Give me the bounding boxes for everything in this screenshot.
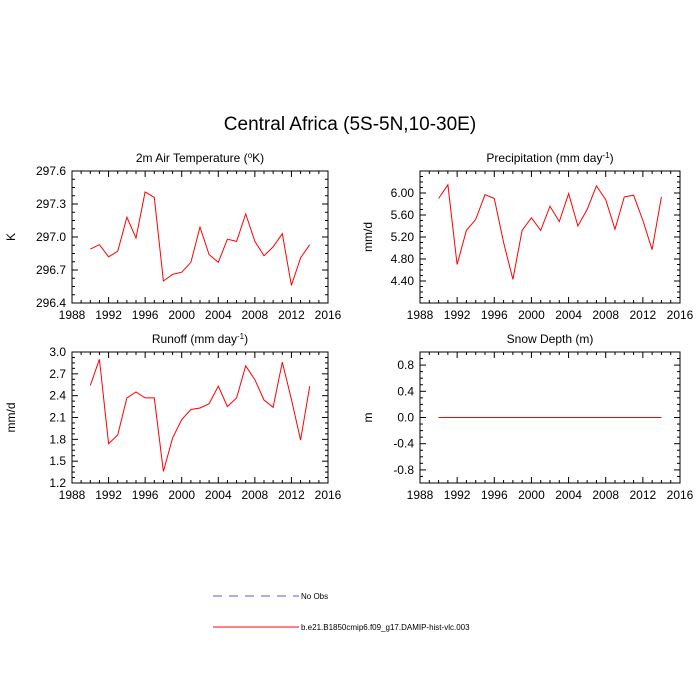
x-tick-label: 2000 [518, 308, 545, 322]
panel-temperature: 2m Air Temperature (oK) 1988 1992 1996 2000 2… [4, 151, 342, 323]
x-tick-label: 2008 [242, 488, 269, 502]
page-title: Central Africa (5S-5N,10-30E) [223, 114, 477, 135]
x-tick-label: 1992 [95, 308, 122, 322]
y-tick-label: 5.60 [391, 208, 415, 222]
y-tick-label: -0.4 [393, 437, 414, 451]
x-tick-label: 2000 [518, 488, 545, 502]
x-tick-label: 1992 [444, 308, 471, 322]
panel-runoff: Runoff (mm day-1) 1988 1992 1996 2000 2004 200… [4, 332, 342, 503]
y-tick-label: 0.8 [397, 358, 414, 372]
legend-label-no-obs: No Obs [301, 592, 329, 601]
x-tick-label: 2012 [630, 488, 657, 502]
x-tick-label: 2012 [630, 308, 657, 322]
y-tick-label: 0.0 [397, 411, 414, 425]
x-tick-label: 1988 [59, 488, 86, 502]
panel-title: 2m Air Temperature (oK) [136, 151, 264, 166]
panel-title: Snow Depth (m) [507, 332, 594, 346]
x-tick-label: 2016 [315, 488, 342, 502]
y-axis-label: K [4, 233, 18, 241]
y-tick-label: 4.80 [391, 252, 415, 266]
series-line [438, 183, 662, 280]
y-tick-label: 4.40 [391, 274, 415, 288]
y-tick-label: 297.0 [36, 230, 66, 244]
x-tick-label: 2004 [205, 488, 232, 502]
legend [213, 595, 299, 628]
y-tick-label: -0.8 [393, 463, 414, 477]
plot-frame [71, 170, 329, 304]
series-line [89, 359, 311, 472]
y-tick-label: 2.1 [49, 411, 66, 425]
y-tick-label: 2.4 [49, 389, 66, 403]
x-tick-label: 2008 [592, 308, 619, 322]
x-tick-label: 2012 [278, 488, 305, 502]
x-tick-label: 1996 [481, 488, 508, 502]
x-tick-label: 1992 [444, 488, 471, 502]
legend-label-model: b.e21.B1850cmip6.f09_g17.DAMIP-hist-vlc.… [301, 623, 470, 632]
x-tick-label: 1988 [407, 308, 434, 322]
y-tick-label: 3.0 [49, 345, 66, 359]
x-tick-label: 1992 [95, 488, 122, 502]
x-tick-label: 2016 [315, 308, 342, 322]
y-axis-label: mm/d [4, 403, 18, 433]
y-tick-label: 6.00 [391, 186, 415, 200]
series-line [90, 191, 311, 286]
panel-precipitation: Precipitation (mm day-1) 1988 1992 1996 2000… [361, 151, 694, 323]
x-tick-label: 2008 [242, 308, 269, 322]
x-tick-label: 2016 [667, 488, 694, 502]
x-tick-label: 2016 [667, 308, 694, 322]
x-tick-label: 2008 [592, 488, 619, 502]
y-tick-label: 0.4 [397, 384, 414, 398]
y-axis-label: m [361, 413, 375, 423]
x-tick-label: 2012 [278, 308, 305, 322]
panel-title: Runoff (mm day-1) [152, 332, 248, 347]
y-tick-label: 296.4 [36, 296, 66, 310]
y-tick-label: 2.7 [49, 367, 66, 381]
y-tick-label: 296.7 [36, 263, 66, 277]
y-tick-label: 1.2 [49, 476, 66, 490]
plot-frame [419, 170, 681, 304]
y-axis-label: mm/d [361, 222, 375, 252]
x-tick-label: 1988 [59, 308, 86, 322]
x-tick-label: 2004 [555, 488, 582, 502]
y-tick-label: 297.6 [36, 164, 66, 178]
y-tick-label: 1.5 [49, 454, 66, 468]
x-tick-label: 1996 [132, 488, 159, 502]
x-tick-label: 2004 [555, 308, 582, 322]
x-tick-label: 2000 [168, 488, 195, 502]
plot-frame [71, 351, 329, 484]
x-tick-label: 2000 [168, 308, 195, 322]
x-tick-label: 1988 [407, 488, 434, 502]
x-tick-label: 1996 [132, 308, 159, 322]
y-tick-label: 1.8 [49, 432, 66, 446]
x-tick-label: 1996 [481, 308, 508, 322]
y-tick-label: 5.20 [391, 230, 415, 244]
panel-title: Precipitation (mm day-1) [486, 151, 613, 166]
x-tick-label: 2004 [205, 308, 232, 322]
panel-snow-depth: Snow Depth (m) 1988 1992 1996 2000 2004 2008 20… [361, 332, 694, 502]
y-tick-label: 297.3 [36, 197, 66, 211]
